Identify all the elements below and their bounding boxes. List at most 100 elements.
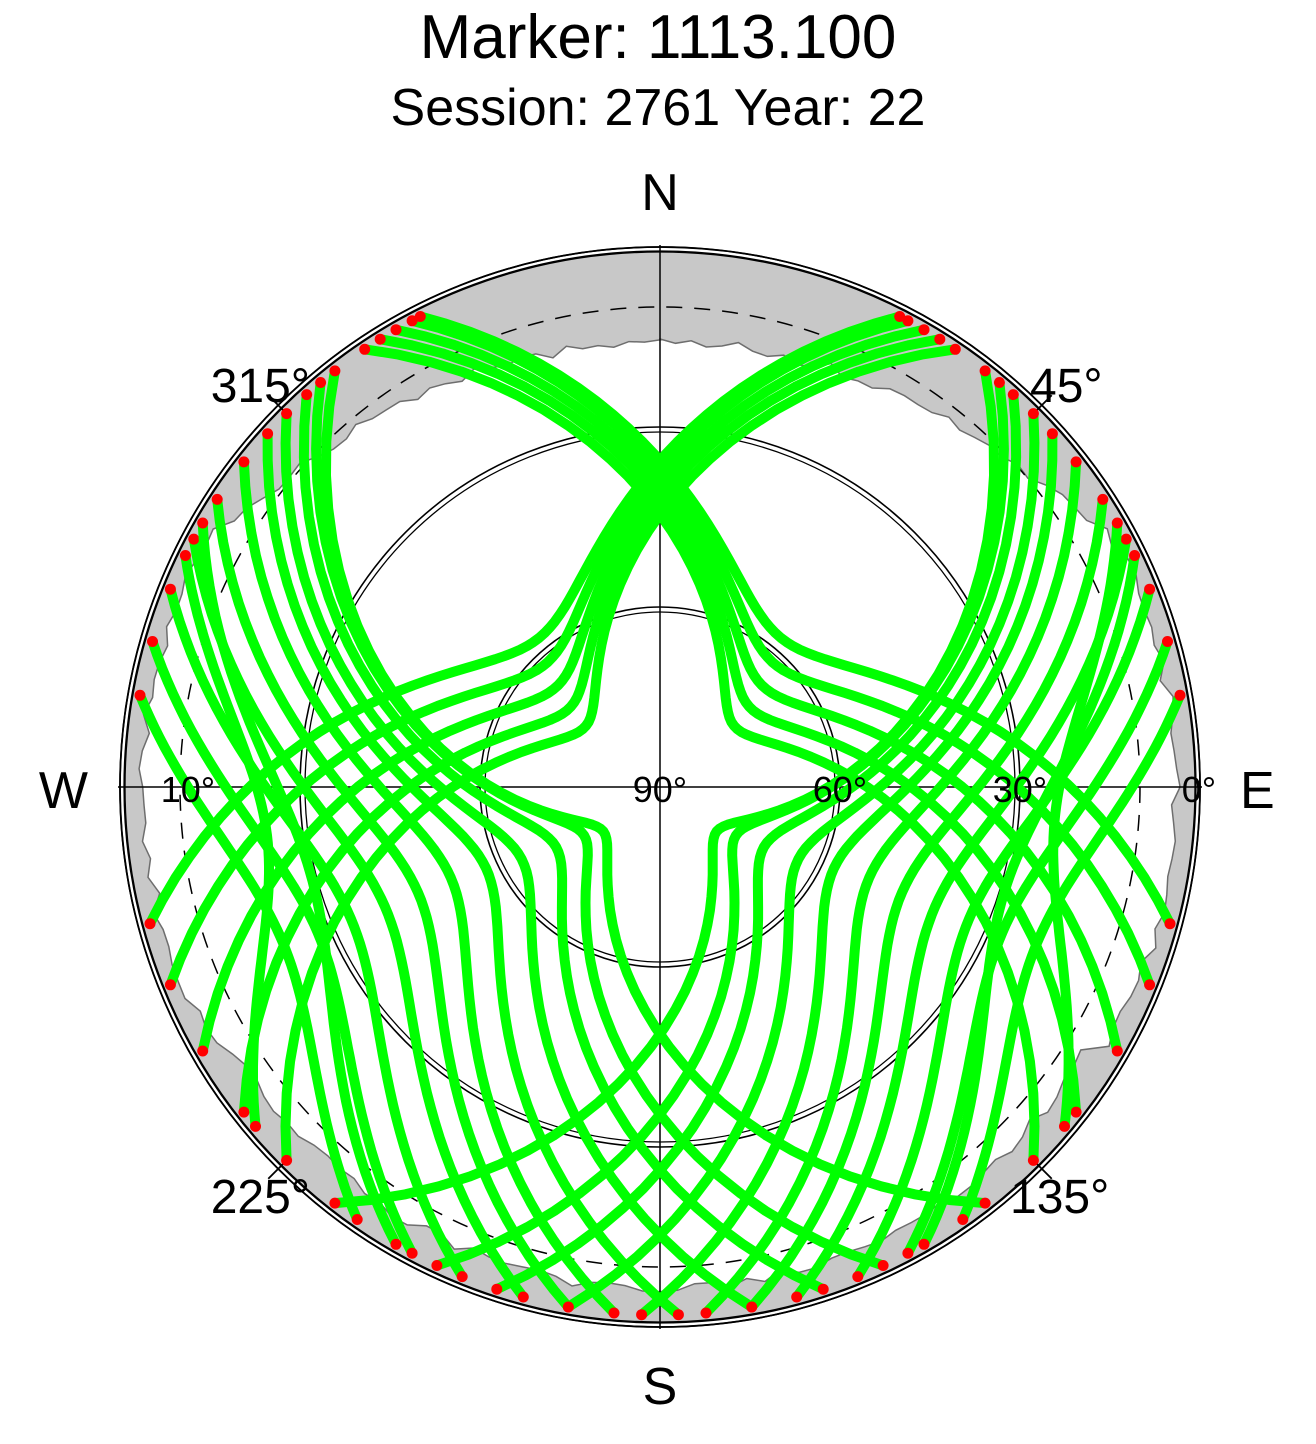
horizon-ring-outer	[119, 246, 1201, 1328]
satellite-track	[746, 494, 1108, 1312]
track-end-point	[672, 1309, 684, 1321]
track-end-point	[791, 1291, 803, 1303]
satellite-track	[180, 550, 274, 1132]
track-end-point	[390, 1238, 402, 1250]
satellite-track	[636, 428, 1058, 1320]
horizon-ring-inner	[123, 250, 1197, 1324]
track-start-point	[918, 324, 930, 336]
track-end-point	[957, 1214, 969, 1225]
track-start-point	[1120, 533, 1132, 545]
track-end-point	[491, 1283, 503, 1295]
track-end-point	[351, 1214, 363, 1225]
track-end-point	[636, 1309, 648, 1321]
track-end-point	[817, 1283, 829, 1295]
elevation-label-10: 10°	[161, 769, 215, 810]
satellite-track	[407, 315, 1155, 990]
track-start-point	[1162, 636, 1173, 647]
elevation-label-30: 30°	[993, 769, 1047, 810]
track-start-point	[211, 493, 223, 505]
track-end-point	[979, 1197, 991, 1209]
satellite-track	[238, 334, 945, 1118]
satellite-track	[1048, 518, 1123, 1132]
chart-title: Marker: 1113.100	[419, 3, 897, 72]
track-end-point	[406, 1247, 418, 1259]
track-end-point	[250, 1120, 261, 1132]
track-end-point	[431, 1260, 443, 1271]
elevation-label-90: 90°	[633, 769, 687, 810]
track-start-point	[179, 550, 191, 561]
track-end-point	[1059, 1120, 1070, 1132]
track-start-point	[1027, 408, 1039, 420]
track-end-point	[238, 1106, 250, 1118]
track-start-point	[374, 333, 386, 345]
direction-label-south: S	[643, 1358, 678, 1416]
track-start-point	[281, 408, 293, 420]
track-start-point	[197, 517, 209, 529]
chart-subtitle: Session: 2761 Year: 22	[390, 79, 926, 137]
track-start-point	[390, 324, 402, 336]
azimuth-label-135: 135°	[1010, 1171, 1109, 1224]
track-start-point	[1046, 428, 1058, 440]
track-end-point	[517, 1291, 529, 1303]
satellite-track	[188, 534, 529, 1302]
satellite-track	[212, 494, 574, 1312]
track-end-point	[1144, 979, 1156, 991]
track-end-point	[197, 1045, 209, 1057]
track-end-point	[1070, 1106, 1082, 1118]
track-start-point	[1007, 389, 1019, 401]
satellite-track	[298, 389, 829, 1295]
track-end-point	[608, 1307, 620, 1319]
satellite-track	[431, 377, 1009, 1271]
satellite-track	[311, 377, 889, 1271]
satellite-track	[165, 584, 468, 1282]
track-end-point	[1164, 918, 1176, 930]
track-end-point	[746, 1301, 758, 1313]
track-start-point	[406, 315, 418, 327]
track-start-point	[262, 428, 274, 440]
track-start-point	[301, 389, 313, 401]
track-start-point	[315, 377, 327, 388]
track-start-point	[359, 343, 371, 355]
satellite-track	[165, 315, 913, 990]
track-start-point	[949, 343, 961, 355]
track-start-point	[979, 365, 991, 377]
track-end-point	[1027, 1154, 1039, 1166]
satellite-track	[135, 690, 363, 1225]
track-start-point	[1111, 517, 1123, 529]
track-start-point	[1144, 583, 1156, 595]
satellite-track	[280, 344, 961, 1166]
track-start-point	[1070, 456, 1082, 468]
azimuth-label-315: 315°	[211, 360, 310, 413]
track-end-point	[456, 1271, 468, 1283]
direction-label-west: W	[39, 762, 88, 820]
track-start-point	[934, 333, 946, 345]
track-start-point	[147, 636, 158, 647]
track-end-point	[281, 1154, 293, 1166]
track-end-point	[144, 918, 156, 930]
track-start-point	[1174, 689, 1186, 701]
track-end-point	[164, 979, 176, 991]
satellite-track	[852, 584, 1155, 1282]
satellite-track	[147, 636, 418, 1259]
track-start-point	[164, 583, 176, 595]
elevation-label-0: 0°	[1182, 769, 1216, 810]
track-start-point	[329, 365, 341, 377]
track-start-point	[993, 377, 1005, 388]
satellite-track	[701, 456, 1082, 1318]
track-start-point	[894, 311, 906, 322]
satellite-track	[919, 550, 1140, 1250]
satellite-track	[197, 518, 401, 1250]
satellite-track	[359, 344, 1040, 1166]
track-start-point	[134, 689, 146, 701]
satellite-track	[415, 311, 1175, 929]
track-start-point	[414, 311, 426, 322]
track-end-point	[562, 1301, 574, 1313]
satellite-track	[375, 334, 1082, 1118]
track-start-point	[1097, 493, 1109, 505]
track-start-point	[1129, 550, 1141, 561]
track-end-point	[329, 1197, 341, 1209]
direction-label-north: N	[641, 164, 679, 222]
track-end-point	[902, 1247, 914, 1259]
track-end-point	[852, 1271, 864, 1283]
